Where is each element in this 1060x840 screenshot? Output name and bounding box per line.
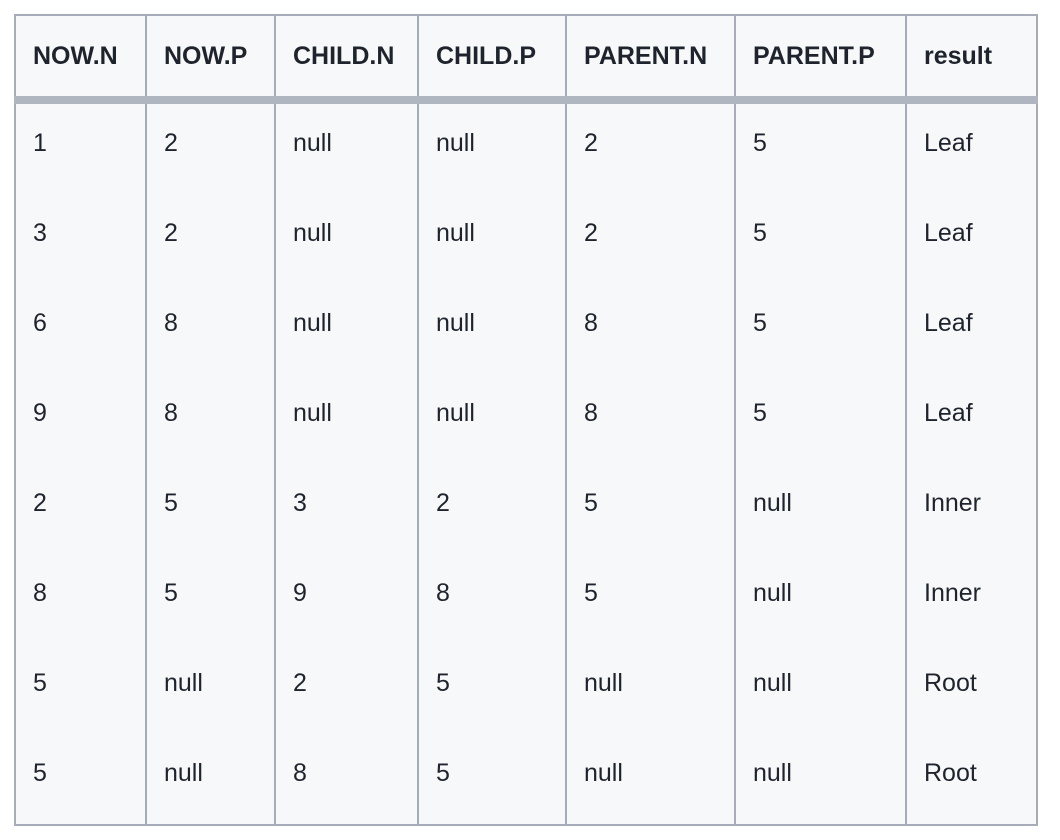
table-cell: null [565, 734, 735, 825]
header-row: NOW.N NOW.P CHILD.N CHILD.P PARENT.N PARENT.P… [15, 15, 1037, 104]
table-cell: null [417, 374, 566, 464]
table-cell: Leaf [905, 100, 1037, 194]
table-cell: Inner [905, 464, 1037, 554]
table-cell: 5 [734, 194, 906, 284]
table-cell: Leaf [905, 284, 1037, 374]
table-cell: 8 [145, 284, 275, 374]
table-cell: null [565, 644, 735, 734]
query-result-table: NOW.N NOW.P CHILD.N CHILD.P PARENT.N PARENT.P… [14, 14, 1038, 826]
table-cell: 5 [565, 464, 735, 554]
table-row: 8 5 9 8 5 null Inner [15, 554, 1037, 644]
table-cell: 2 [565, 194, 735, 284]
table-row: 9 8 null null 8 5 Leaf [15, 374, 1037, 464]
table-cell: 2 [417, 464, 566, 554]
table-cell: 6 [33, 309, 47, 337]
table-cell: null [274, 100, 418, 194]
table-row: 2 5 3 2 5 null Inner [15, 464, 1037, 554]
table-cell: 5 [417, 644, 566, 734]
table-cell: 2 [145, 194, 275, 284]
table-cell: 2 [274, 644, 418, 734]
table-cell: 8 [417, 554, 566, 644]
column-header-now-p: NOW.P [145, 15, 275, 104]
table-cell: null [274, 194, 418, 284]
column-header-child-p: CHILD.P [417, 15, 566, 104]
table-cell: Leaf [905, 194, 1037, 284]
table-cell: 9 [33, 399, 47, 427]
column-header-child-n: CHILD.N [274, 15, 418, 104]
table-cell: null [417, 100, 566, 194]
table-cell: null [274, 284, 418, 374]
table-cell: 5 [734, 284, 906, 374]
table-row: 1 2 null null 2 5 Leaf [15, 100, 1037, 194]
table-cell: Inner [905, 554, 1037, 644]
table-cell: null [417, 194, 566, 284]
table-cell: 5 [33, 669, 47, 697]
table-cell: 5 [33, 759, 47, 787]
table-cell: 9 [274, 554, 418, 644]
table-cell: 5 [565, 554, 735, 644]
table-cell: null [274, 374, 418, 464]
table-cell: null [145, 734, 275, 825]
table-cell: Root [905, 734, 1037, 825]
column-header-result: result [905, 15, 1037, 104]
table-cell: 5 [145, 554, 275, 644]
table-cell: 2 [33, 489, 47, 517]
table-cell: null [734, 644, 906, 734]
table-cell: null [734, 464, 906, 554]
table-row: 5 null 8 5 null null Root [15, 734, 1037, 825]
table-header: NOW.N NOW.P CHILD.N CHILD.P PARENT.N PARENT.P… [15, 15, 1037, 104]
column-header-parent-p: PARENT.P [734, 15, 906, 104]
table-cell: 2 [565, 100, 735, 194]
column-header-parent-n: PARENT.N [565, 15, 735, 104]
table-row: 3 2 null null 2 5 Leaf [15, 194, 1037, 284]
table-cell: 5 [734, 100, 906, 194]
table-cell: 2 [145, 100, 275, 194]
table-cell: 1 [33, 129, 47, 157]
table-cell: null [417, 284, 566, 374]
table-cell: 5 [734, 374, 906, 464]
table-cell: 5 [145, 464, 275, 554]
table-cell: null [145, 644, 275, 734]
table-row: 6 8 null null 8 5 Leaf [15, 284, 1037, 374]
table-cell: 8 [274, 734, 418, 825]
table-cell: 8 [33, 579, 47, 607]
column-header-now-n: NOW.N [15, 15, 146, 104]
table-cell: 3 [274, 464, 418, 554]
table-cell: null [734, 554, 906, 644]
table-cell: Leaf [905, 374, 1037, 464]
table-cell: null [734, 734, 906, 825]
table-cell: Root [905, 644, 1037, 734]
table-cell: 5 [417, 734, 566, 825]
table-body: 1 2 null null 2 5 Leaf 3 2 null null 2 5 Leaf 6 8 null nu… [15, 100, 1037, 825]
table-cell: 8 [565, 374, 735, 464]
table-cell: 8 [145, 374, 275, 464]
table-cell: 8 [565, 284, 735, 374]
table-row: 5 null 2 5 null null Root [15, 644, 1037, 734]
table-cell: 3 [33, 219, 47, 247]
